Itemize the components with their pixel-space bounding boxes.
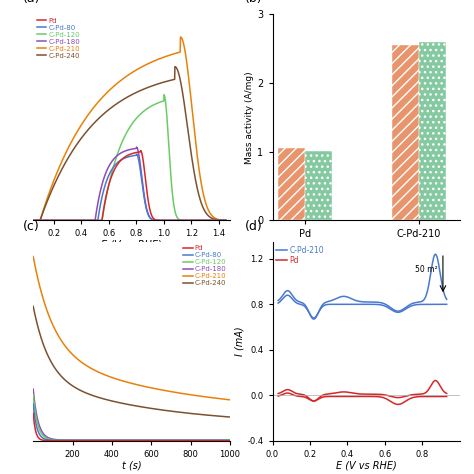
- Legend: Pd, C-Pd-80, C-Pd-120, C-Pd-180, C-Pd-210, C-Pd-240: Pd, C-Pd-80, C-Pd-120, C-Pd-180, C-Pd-21…: [36, 18, 80, 59]
- Bar: [278, 147, 305, 220]
- Text: (a): (a): [23, 0, 41, 5]
- Legend: Pd, C-Pd-80, C-Pd-120, C-Pd-180, C-Pd-210, C-Pd-240: Pd, C-Pd-80, C-Pd-120, C-Pd-180, C-Pd-21…: [183, 245, 227, 286]
- Text: (d): (d): [245, 220, 262, 233]
- Legend: C-Pd-210, Pd: C-Pd-210, Pd: [276, 246, 324, 265]
- Bar: [419, 42, 446, 220]
- Bar: [392, 45, 419, 220]
- Bar: [305, 151, 332, 220]
- Y-axis label: Mass activity (A/mg): Mass activity (A/mg): [246, 71, 255, 164]
- Text: 50 m²: 50 m²: [415, 265, 438, 274]
- Text: (c): (c): [23, 220, 40, 233]
- X-axis label: t (s): t (s): [122, 460, 141, 470]
- X-axis label: E (V vs RHE): E (V vs RHE): [101, 240, 162, 250]
- Text: (b): (b): [245, 0, 262, 5]
- X-axis label: E (V vs RHE): E (V vs RHE): [336, 460, 397, 470]
- Y-axis label: I (mA): I (mA): [235, 327, 245, 356]
